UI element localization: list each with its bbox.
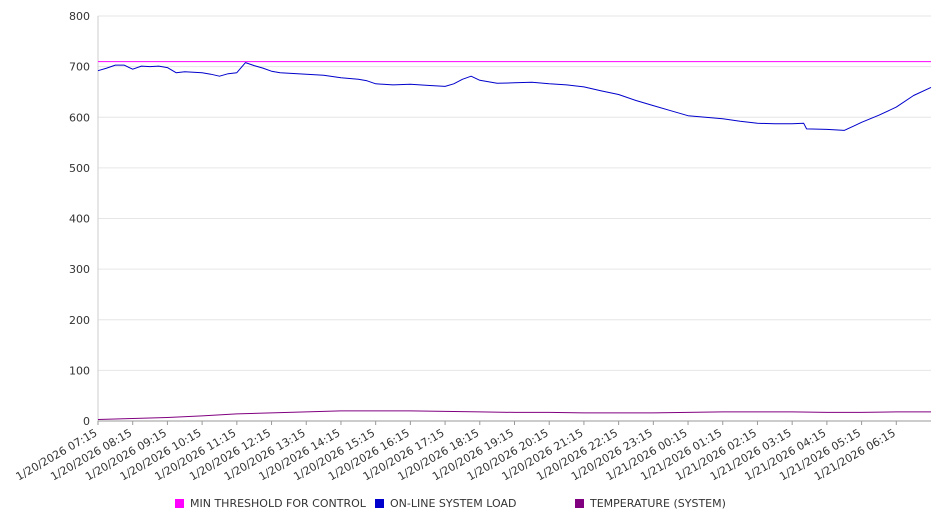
series-line-system-load	[97, 62, 932, 131]
y-tick-label-300: 300	[69, 263, 90, 276]
legend-label-temperature: TEMPERATURE (SYSTEM)	[590, 497, 726, 510]
y-tick-label-600: 600	[69, 111, 90, 124]
legend-swatch-temperature	[575, 499, 584, 508]
legend-item-temperature[interactable]: TEMPERATURE (SYSTEM)	[575, 497, 726, 510]
series-line-temperature	[97, 410, 931, 420]
y-tick-label-700: 700	[69, 61, 90, 74]
legend-label-min-threshold: MIN THRESHOLD FOR CONTROL	[190, 497, 366, 510]
y-tick-label-800: 800	[69, 10, 90, 23]
y-tick-label-100: 100	[69, 364, 90, 377]
y-tick-label-400: 400	[69, 213, 90, 226]
legend: MIN THRESHOLD FOR CONTROL ON-LINE SYSTEM…	[0, 497, 946, 515]
legend-item-min-threshold[interactable]: MIN THRESHOLD FOR CONTROL	[175, 497, 366, 510]
y-axis-ticks: 0 100 200 300 400 500 600 700 800	[69, 10, 90, 428]
legend-swatch-system-load	[375, 499, 384, 508]
series-lines	[97, 61, 932, 420]
legend-swatch-min-threshold	[175, 499, 184, 508]
gridlines	[98, 15, 931, 371]
x-axis-ticks: 1/20/2026 07:151/20/2026 08:151/20/2026 …	[14, 421, 898, 483]
legend-label-system-load: ON-LINE SYSTEM LOAD	[390, 497, 517, 510]
y-tick-label-0: 0	[83, 415, 90, 428]
y-tick-label-500: 500	[69, 162, 90, 175]
legend-item-system-load[interactable]: ON-LINE SYSTEM LOAD	[375, 497, 516, 510]
line-chart: 0 100 200 300 400 500 600 700 800 1/20/2026 07:1…	[14, 10, 932, 483]
y-tick-label-200: 200	[69, 314, 90, 327]
